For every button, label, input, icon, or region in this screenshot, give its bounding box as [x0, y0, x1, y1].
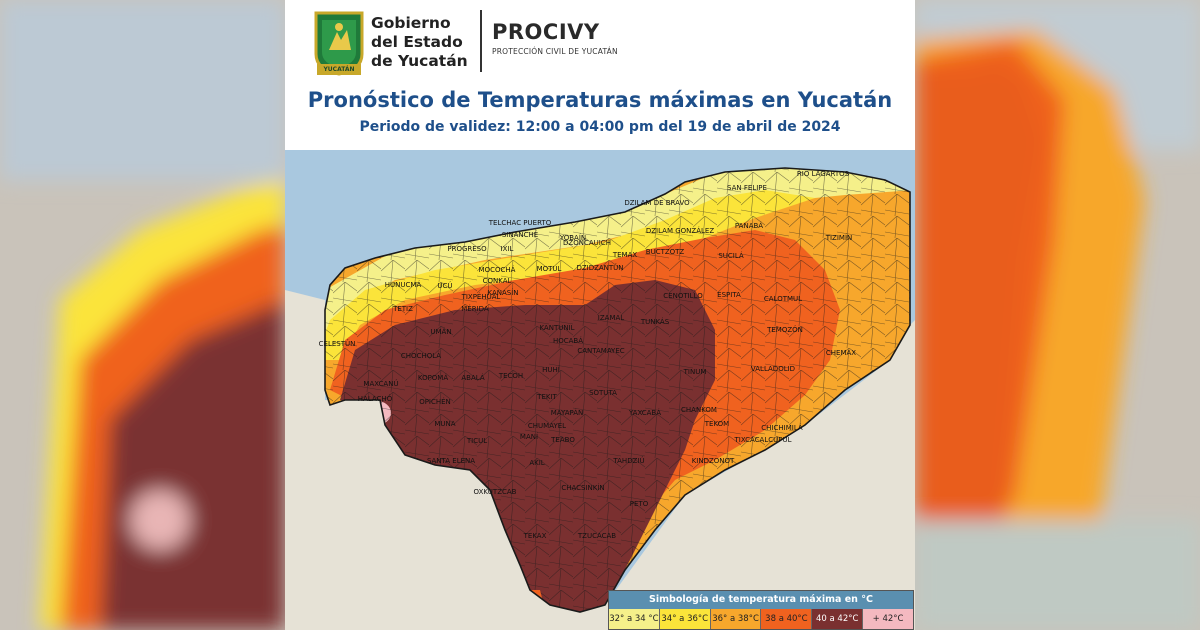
state-border — [324, 167, 911, 613]
municipality-label-sinanche: SINANCHÉ — [502, 230, 538, 239]
municipality-label-tecoh: TECOH — [498, 372, 523, 380]
municipality-label-yaxcaba: YAXCABÁ — [628, 408, 661, 417]
municipality-label-oxkutzcab: OXKUTZCAB — [474, 488, 517, 496]
land-outside-state — [285, 310, 915, 630]
municipality-label-telchac-puerto: TELCHAC PUERTO — [488, 219, 552, 227]
municipality-label-chacsinkin: CHACSINKÍN — [561, 483, 604, 492]
municipality-label-cantamayec: CANTAMAYEC — [577, 347, 624, 355]
municipality-label-sucila: SUCILÁ — [718, 251, 744, 260]
municipality-label-halacho: HALACHÓ — [358, 394, 393, 403]
municipality-label-tetiz: TETIZ — [392, 305, 413, 313]
municipality-label-kantunil: KANTUNIL — [539, 324, 574, 332]
municipality-label-hocaba: HOCABÁ — [553, 336, 583, 345]
validity-period: Periodo de validez: 12:00 a 04:00 pm del… — [359, 119, 841, 135]
municipality-label-celestun: CELESTÚN — [319, 339, 356, 348]
blurred-background-right — [915, 0, 1200, 630]
gov-line-2: del Estado — [371, 33, 463, 51]
page-title: Pronóstico de Temperaturas máximas en Yu… — [307, 88, 893, 112]
municipality-label-progreso: PROGRESO — [447, 245, 487, 253]
gov-line-1: Gobierno — [371, 14, 451, 32]
municipality-label-san-felipe: SAN FELIPE — [727, 184, 767, 192]
municipality-label-calotmul: CALOTMUL — [764, 295, 802, 303]
municipality-label-mani: MANÍ — [520, 432, 538, 441]
municipality-label-chumayel: CHUMAYEL — [528, 422, 566, 430]
municipality-label-mayapan: MAYAPÁN — [551, 408, 584, 417]
municipality-label-ixil: IXIL — [501, 245, 514, 253]
municipality-label-ucu: UCÚ — [437, 281, 452, 290]
municipality-label-espita: ESPITA — [717, 291, 741, 299]
legend-title: Simbología de temperatura máxima en °C — [609, 591, 913, 609]
municipality-label-buctzotz: BUCTZOTZ — [646, 248, 685, 256]
municipality-label-uman: UMÁN — [430, 327, 451, 336]
government-name: Gobierno del Estado de Yucatán — [371, 14, 491, 71]
municipality-label-temax: TEMAX — [612, 251, 638, 259]
municipality-labels: RIO LAGARTOS SAN FELIPE DZILAM DE BRAVO TEL… — [319, 170, 857, 540]
legend-row: 32° a 34 °C 34° a 36°C 36° a 38°C 38 a 40°C… — [609, 609, 913, 629]
municipality-label-tekit: TEKIT — [536, 393, 557, 401]
municipality-label-tixcacalcupul: TIXCACALCUPUL — [733, 436, 791, 444]
municipality-label-rio-lagartos: RIO LAGARTOS — [797, 170, 850, 178]
municipality-label-tekom: TEKOM — [704, 420, 729, 428]
municipality-label-akil: AKIL — [529, 459, 544, 467]
municipality-label-izamal: IZAMAL — [598, 314, 624, 322]
municipality-label-mococha: MOCOCHÁ — [479, 265, 516, 274]
municipality-label-ticul: TICUL — [466, 437, 487, 445]
municipality-label-chankom: CHANKOM — [681, 406, 717, 414]
municipality-label-cenotillo: CENOTILLO — [663, 292, 703, 300]
municipality-label-tekax: TEKAX — [523, 532, 547, 540]
municipality-label-kanasin: KANASÍN — [487, 288, 518, 297]
municipality-label-santa-elena: SANTA ELENA — [427, 457, 475, 465]
municipality-label-huhi: HUHÍ — [542, 365, 560, 374]
blurred-background-left — [0, 0, 285, 630]
municipality-label-dzilam-gonzalez: DZILAM GONZÁLEZ — [646, 226, 714, 235]
municipality-label-tzucacab: TZUCACAB — [577, 532, 616, 540]
municipality-label-yobain: YOBAÍN — [559, 233, 586, 242]
legend-item-1: 32° a 34 °C — [609, 609, 660, 629]
gov-line-3: de Yucatán — [371, 52, 468, 70]
legend-item-6: + 42°C — [863, 609, 913, 629]
shield-text: YUCATÁN — [317, 64, 361, 75]
municipality-label-dzoncauich: DZONCAUICH — [563, 239, 611, 247]
municipality-label-tunkas: TUNKÁS — [640, 317, 670, 326]
municipality-label-chochola: CHOCHOLÁ — [401, 351, 441, 360]
municipality-label-kopoma: KOPOMÁ — [418, 373, 448, 382]
header: YUCATÁN Gobierno del Estado de Yucatán P… — [285, 0, 915, 150]
municipality-label-chichimila: CHICHIMILÁ — [761, 423, 803, 432]
municipality-label-panaba: PANABÁ — [735, 221, 763, 230]
municipality-label-temozon: TEMOZÓN — [766, 325, 803, 334]
legend-item-2: 34° a 36°C — [659, 609, 711, 629]
forecast-card: YUCATÁN Gobierno del Estado de Yucatán P… — [285, 0, 915, 630]
legend: Simbología de temperatura máxima en °C 3… — [608, 590, 914, 630]
municipality-label-sotuta: SOTUTA — [589, 389, 617, 397]
header-divider — [480, 10, 482, 72]
municipality-label-maxcanu: MAXCANÚ — [363, 379, 398, 388]
land-west — [285, 290, 325, 410]
municipality-label-tahdziu: TAHDZIÚ — [612, 456, 644, 465]
municipality-label-tixpehual: TIXPÉHUAL — [461, 292, 501, 301]
legend-item-4: 38 a 40°C — [761, 609, 813, 629]
agency-subtitle: PROTECCIÓN CIVIL DE YUCATÁN — [492, 47, 618, 56]
legend-item-5: 40 a 42°C — [812, 609, 864, 629]
municipality-label-tizimin: TIZIMÍN — [825, 233, 853, 242]
municipality-label-merida: MÉRIDA — [461, 304, 489, 313]
municipality-label-peto: PETO — [630, 500, 649, 508]
municipality-label-chemax: CHEMAX — [826, 349, 856, 357]
municipality-label-muna: MUNA — [434, 420, 455, 428]
municipality-label-valladolid: VALLADOLID — [751, 365, 795, 373]
municipality-label-motul: MOTUL — [537, 265, 562, 273]
municipality-label-dzilam-bravo: DZILAM DE BRAVO — [624, 199, 690, 207]
municipality-label-conkal: CONKAL — [483, 277, 512, 285]
legend-item-3: 36° a 38°C — [710, 609, 762, 629]
municipality-label-tinum: TINUM — [683, 368, 707, 376]
municipality-label-opichen: OPICHÉN — [419, 397, 451, 406]
municipality-label-hunucma: HUNUCMÁ — [385, 280, 422, 289]
yucatan-shield-logo: YUCATÁN — [313, 10, 365, 76]
temperature-map: RIO LAGARTOS SAN FELIPE DZILAM DE BRAVO TEL… — [285, 150, 915, 630]
municipality-label-abala: ABALÁ — [461, 373, 484, 382]
municipality-label-dzidzantun: DZIDZANTÚN — [576, 263, 623, 272]
agency-name: PROCIVY — [492, 20, 600, 44]
municipality-label-teabo: TEABO — [550, 436, 575, 444]
municipality-label-kinchil: KINDZONOT — [692, 457, 735, 465]
